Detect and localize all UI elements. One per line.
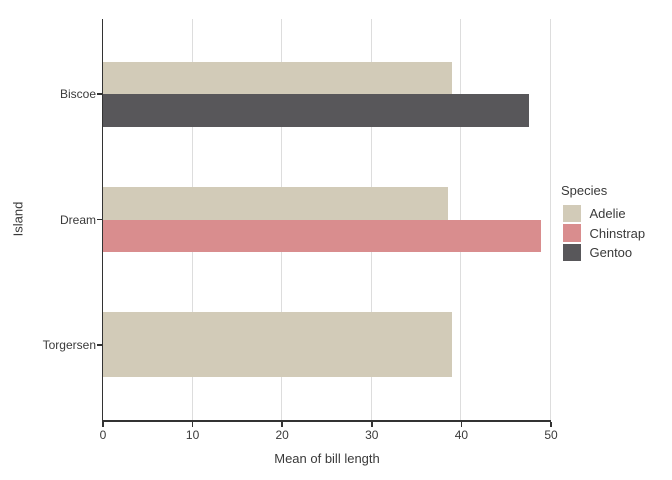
bar-biscoe-gentoo [103,94,529,127]
y-category-label: Biscoe [59,87,96,102]
y-tick [96,93,102,95]
legend-swatch-chinstrap [563,224,581,242]
legend-entry-chinstrap: Chinstrap [563,223,645,242]
legend-entries: Adelie Chinstrap Gentoo [561,204,645,262]
x-tick-label: 50 [544,428,558,442]
x-tick-label: 10 [185,428,200,442]
bar-torgersen-adelie [103,312,452,378]
x-tick [102,421,104,427]
legend-swatch-gentoo [563,243,581,262]
gridline-x-50 [550,19,551,420]
legend: Species Adelie Chinstrap Gentoo [561,183,645,262]
legend-entry-gentoo: Gentoo [563,243,645,262]
legend-title: Species [561,183,608,198]
x-tick [460,421,463,427]
x-tick [550,421,552,427]
x-tick-label: 30 [365,428,379,442]
legend-entry-adelie: Adelie [563,204,645,223]
y-axis-line [101,19,103,422]
y-category-label: Dream [59,212,96,227]
x-tick-label: 20 [275,428,289,442]
x-tick [191,421,194,427]
y-tick [96,218,102,221]
bar-dream-chinstrap [103,219,541,252]
plot-panel: 0 10 20 30 40 50 [96,19,558,442]
bar-biscoe-adelie [103,61,453,95]
y-category-label: Torgersen [42,337,96,352]
legend-swatch-adelie [563,204,581,223]
x-tick [281,421,283,427]
x-tick-label: 0 [99,428,107,442]
legend-label: Chinstrap [589,225,646,241]
x-axis-title: Mean of bill length [274,451,380,466]
x-tick [371,421,373,427]
x-axis-line [101,420,551,422]
legend-label: Adelie [589,206,626,222]
legend-label: Gentoo [589,244,633,260]
x-tick-label: 40 [454,428,469,442]
bar-dream-adelie [103,187,448,220]
y-tick [96,344,102,346]
